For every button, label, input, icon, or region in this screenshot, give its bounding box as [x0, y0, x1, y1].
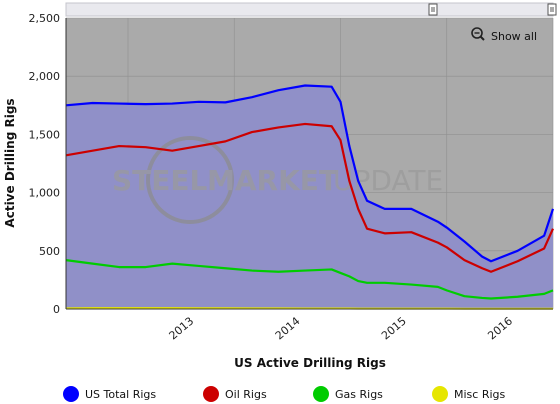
legend-label: Gas Rigs	[335, 388, 383, 401]
y-axis-title: Active Drilling Rigs	[3, 98, 17, 227]
total-rigs-area	[66, 85, 553, 310]
y-axis-ticks: 0 500 1,000 1,500 2,000 2,500	[29, 12, 61, 316]
watermark: STEEL MARKET UPDATE	[112, 136, 443, 224]
series-line-gas-rigs	[65, 259, 554, 300]
y-tick-label: 0	[53, 303, 60, 316]
range-navigator-track[interactable]	[65, 2, 554, 17]
x-axis-title: US Active Drilling Rigs	[234, 356, 386, 370]
x-tick-label: 2015	[379, 314, 409, 342]
legend: US Total Rigs Oil Rigs Gas Rigs Misc Rigs	[63, 386, 506, 402]
legend-item-oil-rigs[interactable]: Oil Rigs	[203, 386, 267, 402]
x-tick-label: 2013	[167, 314, 197, 342]
watermark-text-left: STEEL	[112, 164, 208, 197]
legend-label: Misc Rigs	[454, 388, 506, 401]
y-tick-label: 1,500	[29, 128, 61, 141]
y-tick-label: 1,000	[29, 187, 61, 200]
y-tick-label: 500	[39, 245, 60, 258]
show-all-label: Show all	[491, 30, 537, 43]
area-layer	[66, 85, 553, 310]
x-tick-label: 2014	[273, 314, 303, 342]
legend-label: Oil Rigs	[225, 388, 267, 401]
zoom-out-icon	[471, 27, 485, 41]
x-axis-ticks: 2013 2014 2015 2016	[167, 314, 516, 342]
show-all-button[interactable]: Show all	[471, 27, 537, 43]
y-tick-label: 2,500	[29, 12, 61, 25]
series-line-oil-rigs	[65, 122, 555, 273]
legend-marker	[313, 386, 329, 402]
y-tick-label: 2,000	[29, 70, 61, 83]
range-handle-left[interactable]	[428, 3, 438, 16]
legend-label: US Total Rigs	[85, 388, 156, 401]
legend-item-gas-rigs[interactable]: Gas Rigs	[313, 386, 383, 402]
legend-marker	[432, 386, 448, 402]
watermark-text-mid: MARKET	[207, 164, 338, 197]
legend-item-us-total-rigs[interactable]: US Total Rigs	[63, 386, 156, 402]
x-tick-label: 2016	[485, 314, 515, 342]
legend-item-misc-rigs[interactable]: Misc Rigs	[432, 386, 506, 402]
series-line-us-total-rigs	[65, 84, 555, 263]
range-handle-right[interactable]	[547, 3, 557, 16]
legend-marker	[203, 386, 219, 402]
watermark-text-right: UPDATE	[333, 164, 443, 197]
legend-marker	[63, 386, 79, 402]
